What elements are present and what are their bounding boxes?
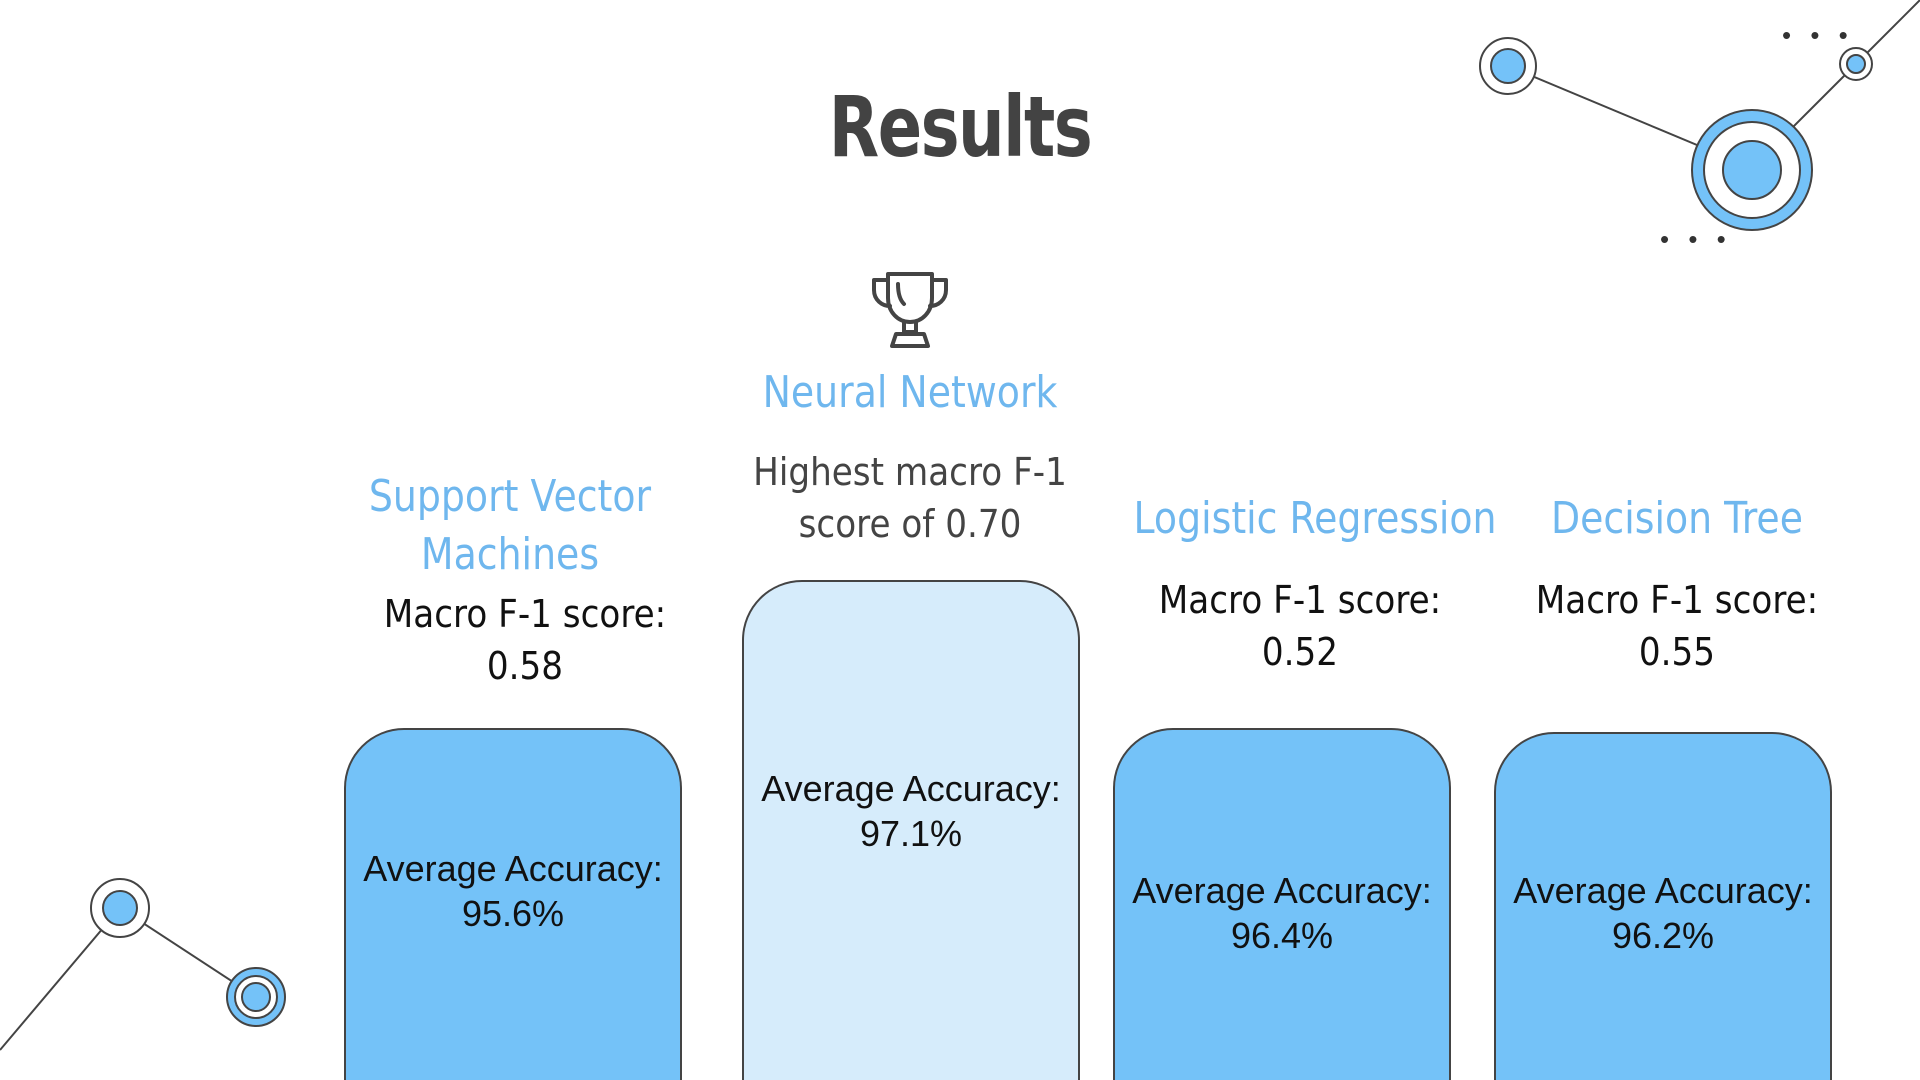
f1-score-svm: Macro F-1 score: 0.58 xyxy=(345,588,705,692)
accuracy-bar-neural-network: Average Accuracy: 97.1% xyxy=(742,580,1080,1080)
f1-score-decision-tree: Macro F-1 score: 0.55 xyxy=(1497,574,1857,678)
accuracy-label-text: Average Accuracy: xyxy=(761,768,1061,809)
page-title: Results xyxy=(828,78,1093,176)
model-name-line: Machines xyxy=(420,529,600,580)
score-line: Macro F-1 score: xyxy=(1158,578,1442,622)
accuracy-value: 96.4% xyxy=(1230,915,1334,956)
node-icon xyxy=(1691,109,1813,231)
accuracy-label: Average Accuracy: 96.2% xyxy=(1496,868,1830,958)
accuracy-bar-logistic-regression: Average Accuracy: 96.4% xyxy=(1113,728,1451,1080)
model-name-logistic-regression: Logistic Regression xyxy=(1130,490,1500,548)
accuracy-bar-decision-tree: Average Accuracy: 96.2% xyxy=(1494,732,1832,1080)
node-icon xyxy=(90,878,150,938)
score-line: 0.52 xyxy=(1261,630,1339,674)
ellipsis-decoration-bottom: • • • xyxy=(1660,224,1732,254)
accuracy-label: Average Accuracy: 97.1% xyxy=(744,766,1078,856)
score-line: Macro F-1 score: xyxy=(1535,578,1819,622)
score-line: 0.58 xyxy=(486,644,564,688)
accuracy-label: Average Accuracy: 95.6% xyxy=(346,846,680,936)
model-name-line: Support Vector xyxy=(368,471,652,522)
model-name-line: Neural Network xyxy=(762,367,1058,418)
ellipsis-decoration-top: • • • xyxy=(1782,20,1854,50)
accuracy-label-text: Average Accuracy: xyxy=(1132,870,1432,911)
score-line: Highest macro F-1 xyxy=(753,450,1067,494)
model-name-line: Logistic Regression xyxy=(1133,493,1497,544)
score-line: Macro F-1 score: xyxy=(383,592,667,636)
accuracy-bar-svm: Average Accuracy: 95.6% xyxy=(344,728,682,1080)
score-line: score of 0.70 xyxy=(798,502,1022,546)
accuracy-label-text: Average Accuracy: xyxy=(1513,870,1813,911)
score-line: 0.55 xyxy=(1638,630,1716,674)
trophy-icon xyxy=(872,272,948,348)
model-name-svm: Support Vector Machines xyxy=(338,468,682,584)
model-name-neural-network: Neural Network xyxy=(738,364,1082,422)
accuracy-value: 96.2% xyxy=(1611,915,1715,956)
accuracy-label: Average Accuracy: 96.4% xyxy=(1115,868,1449,958)
accuracy-value: 95.6% xyxy=(461,893,565,934)
node-icon xyxy=(1839,47,1873,81)
node-icon xyxy=(226,967,286,1027)
model-name-decision-tree: Decision Tree xyxy=(1514,490,1841,548)
accuracy-label-text: Average Accuracy: xyxy=(363,848,663,889)
f1-score-logistic-regression: Macro F-1 score: 0.52 xyxy=(1120,574,1480,678)
model-name-line: Decision Tree xyxy=(1551,493,1803,544)
accuracy-value: 97.1% xyxy=(859,813,963,854)
node-icon xyxy=(1479,37,1537,95)
network-decoration-bottom-left xyxy=(0,878,286,1051)
f1-score-neural-network: Highest macro F-1 score of 0.70 xyxy=(730,446,1090,550)
network-decoration-top-right xyxy=(1479,0,1920,231)
